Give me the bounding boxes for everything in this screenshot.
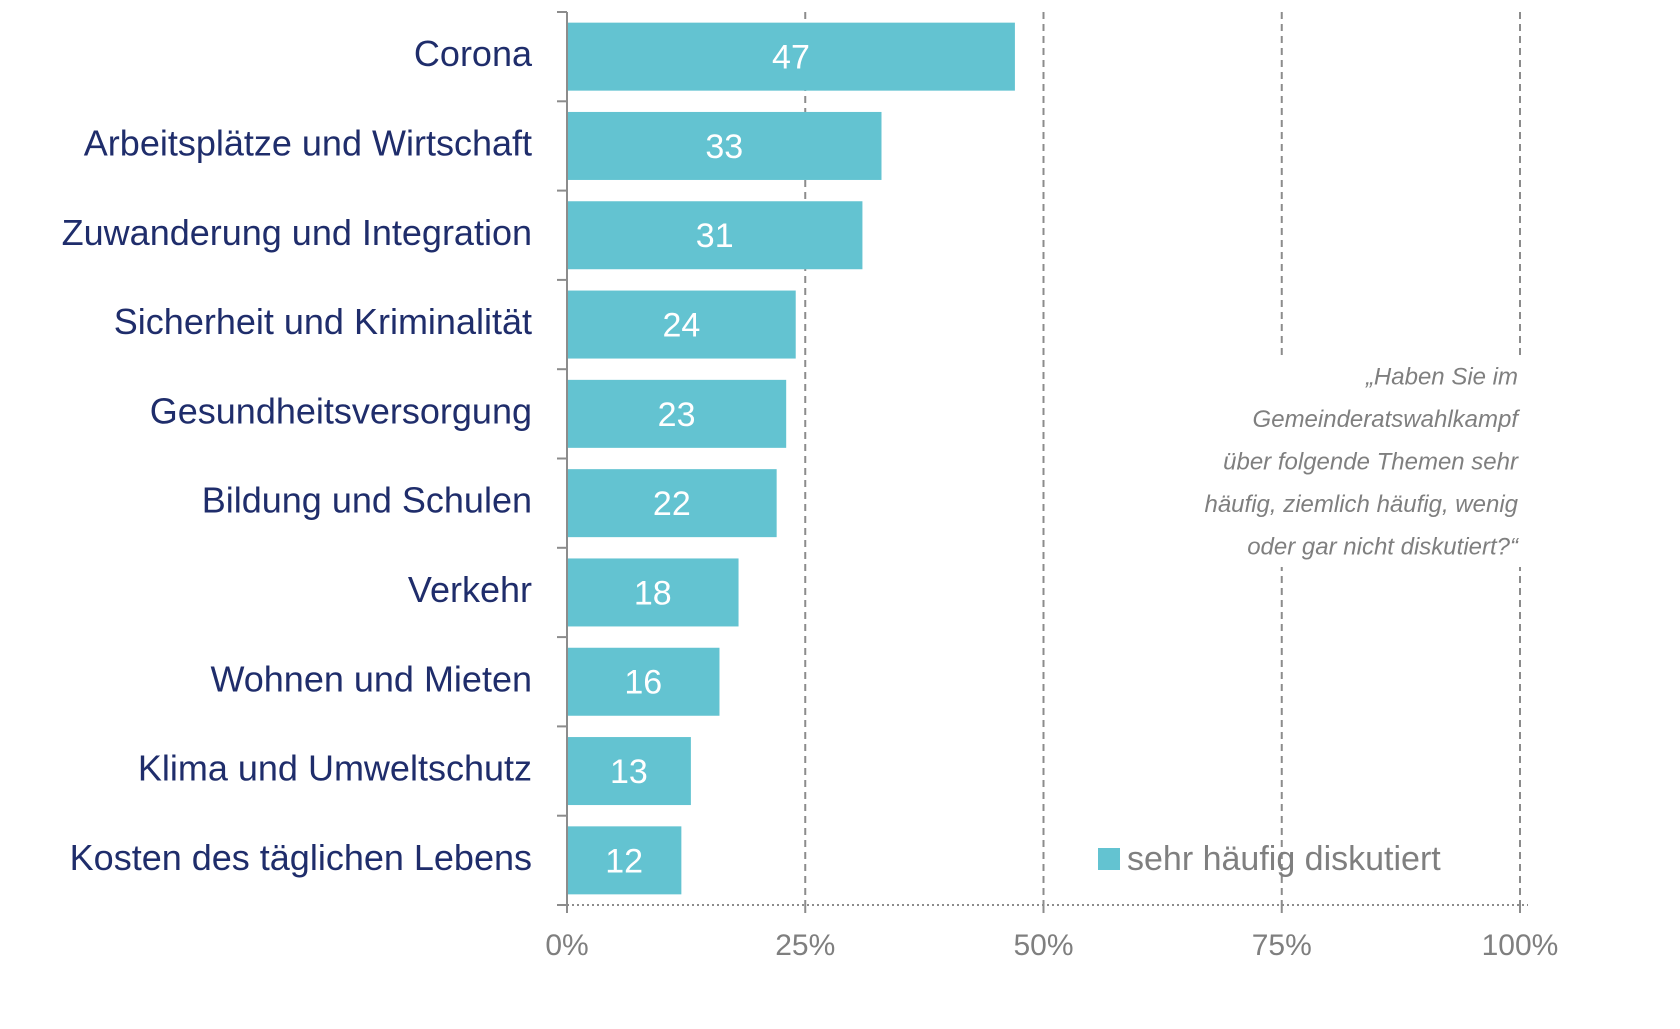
value-label: 18 <box>634 574 672 612</box>
bar <box>567 201 863 270</box>
bar <box>567 647 720 716</box>
bar <box>567 290 796 359</box>
value-label: 12 <box>605 842 643 880</box>
x-tick-label: 0% <box>545 929 588 962</box>
x-tick-label: 100% <box>1482 929 1559 962</box>
y-tick-label: Kosten des täglichen Lebens <box>70 837 532 878</box>
annotation-bg <box>1110 355 1530 567</box>
legend-label: sehr häufig diskutiert <box>1127 840 1441 878</box>
value-label: 16 <box>624 664 662 702</box>
annotation: „Haben Sie im <box>1365 363 1518 390</box>
x-tick-label: 25% <box>775 929 835 962</box>
value-label: 23 <box>658 396 696 434</box>
legend-swatch <box>1098 848 1120 870</box>
x-tick-label: 50% <box>1013 929 1073 962</box>
bar <box>567 737 691 806</box>
y-tick-label: Sicherheit und Kriminalität <box>114 301 532 342</box>
value-label: 22 <box>653 485 691 523</box>
y-tick-label: Gesundheitsversorgung <box>150 390 532 431</box>
value-label: 47 <box>772 39 810 77</box>
value-label: 13 <box>610 753 648 791</box>
y-tick-label: Verkehr <box>408 569 532 610</box>
bar <box>567 826 682 895</box>
annotation: häufig, ziemlich häufig, wenig <box>1204 491 1518 518</box>
x-tick-label: 75% <box>1252 929 1312 962</box>
annotation: über folgende Themen sehr <box>1223 448 1519 475</box>
y-tick-label: Wohnen und Mieten <box>210 658 532 699</box>
value-label: 24 <box>662 307 700 345</box>
bar <box>567 469 777 538</box>
y-tick-label: Bildung und Schulen <box>202 480 532 521</box>
bar <box>567 558 739 627</box>
bar <box>567 379 787 448</box>
value-label: 33 <box>705 128 743 166</box>
y-tick-label: Klima und Umweltschutz <box>138 748 532 789</box>
value-label: 31 <box>696 217 734 255</box>
annotation: oder gar nicht diskutiert?“ <box>1247 533 1520 560</box>
bar <box>567 111 882 180</box>
bar <box>567 22 1015 91</box>
y-tick-label: Arbeitsplätze und Wirtschaft <box>84 122 532 163</box>
y-tick-label: Zuwanderung und Integration <box>62 212 532 253</box>
annotation: Gemeinderatswahlkampf <box>1253 406 1521 433</box>
y-tick-label: Corona <box>414 33 533 74</box>
